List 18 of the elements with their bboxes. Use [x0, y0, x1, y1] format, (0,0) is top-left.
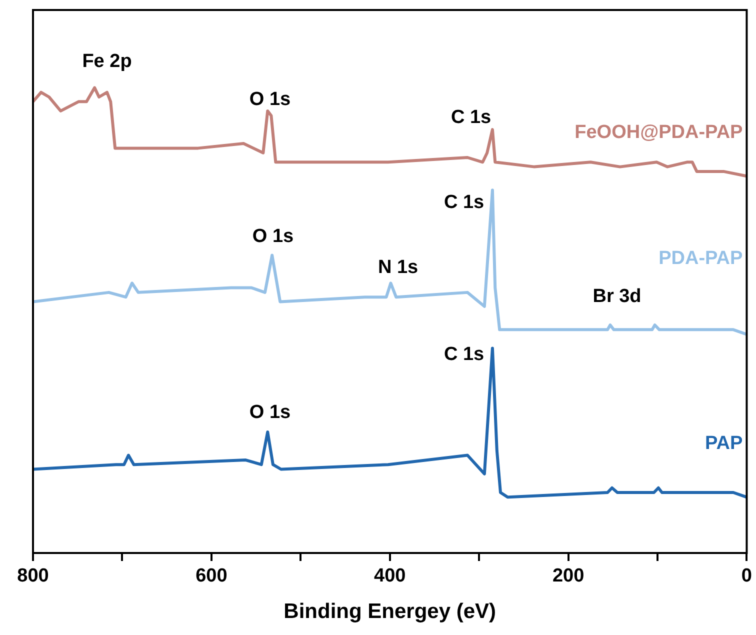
series-label: FeOOH@PDA-PAP	[574, 122, 744, 143]
x-tick-label: 400	[374, 566, 406, 587]
annotation: C 1s	[444, 192, 484, 214]
text: Fe 2p	[82, 51, 132, 72]
x-tick-label: 800	[17, 566, 49, 587]
annotation: C 1s	[450, 107, 492, 128]
annotation: N 1s	[378, 257, 418, 278]
annotation: O 1s	[252, 226, 294, 248]
x-axis-title: Binding Energey (eV)	[284, 600, 496, 624]
annotation: O 1s	[249, 89, 291, 110]
x-tick-label: 0	[741, 566, 752, 587]
text: PAP	[705, 432, 744, 454]
annotation: O 1s	[249, 402, 291, 424]
annotation: Br 3d	[592, 286, 642, 308]
annotation: C 1s	[444, 344, 484, 366]
x-tick-label: 200	[552, 566, 584, 587]
text: PDA-PAP	[658, 248, 744, 270]
x-tick-label: 600	[196, 566, 228, 587]
